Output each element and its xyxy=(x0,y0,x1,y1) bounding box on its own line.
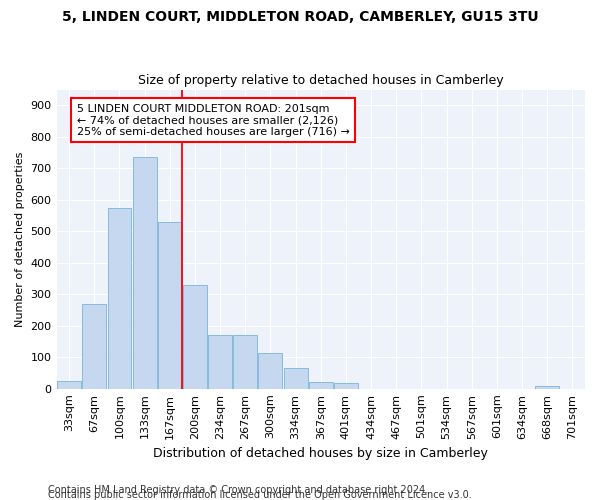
Bar xyxy=(284,368,308,389)
Bar xyxy=(233,336,257,389)
Text: Contains public sector information licensed under the Open Government Licence v3: Contains public sector information licen… xyxy=(48,490,472,500)
Bar xyxy=(82,304,106,389)
Bar xyxy=(133,158,157,389)
Text: Contains HM Land Registry data © Crown copyright and database right 2024.: Contains HM Land Registry data © Crown c… xyxy=(48,485,428,495)
Bar xyxy=(183,285,207,389)
Bar xyxy=(158,222,182,389)
Bar xyxy=(259,352,283,389)
Y-axis label: Number of detached properties: Number of detached properties xyxy=(15,152,25,327)
Title: Size of property relative to detached houses in Camberley: Size of property relative to detached ho… xyxy=(138,74,503,87)
Bar xyxy=(107,208,131,389)
X-axis label: Distribution of detached houses by size in Camberley: Distribution of detached houses by size … xyxy=(154,447,488,460)
Text: 5 LINDEN COURT MIDDLETON ROAD: 201sqm
← 74% of detached houses are smaller (2,12: 5 LINDEN COURT MIDDLETON ROAD: 201sqm ← … xyxy=(77,104,350,137)
Bar xyxy=(535,386,559,389)
Bar xyxy=(309,382,333,389)
Bar xyxy=(208,336,232,389)
Bar xyxy=(57,381,81,389)
Bar xyxy=(334,383,358,389)
Text: 5, LINDEN COURT, MIDDLETON ROAD, CAMBERLEY, GU15 3TU: 5, LINDEN COURT, MIDDLETON ROAD, CAMBERL… xyxy=(62,10,538,24)
